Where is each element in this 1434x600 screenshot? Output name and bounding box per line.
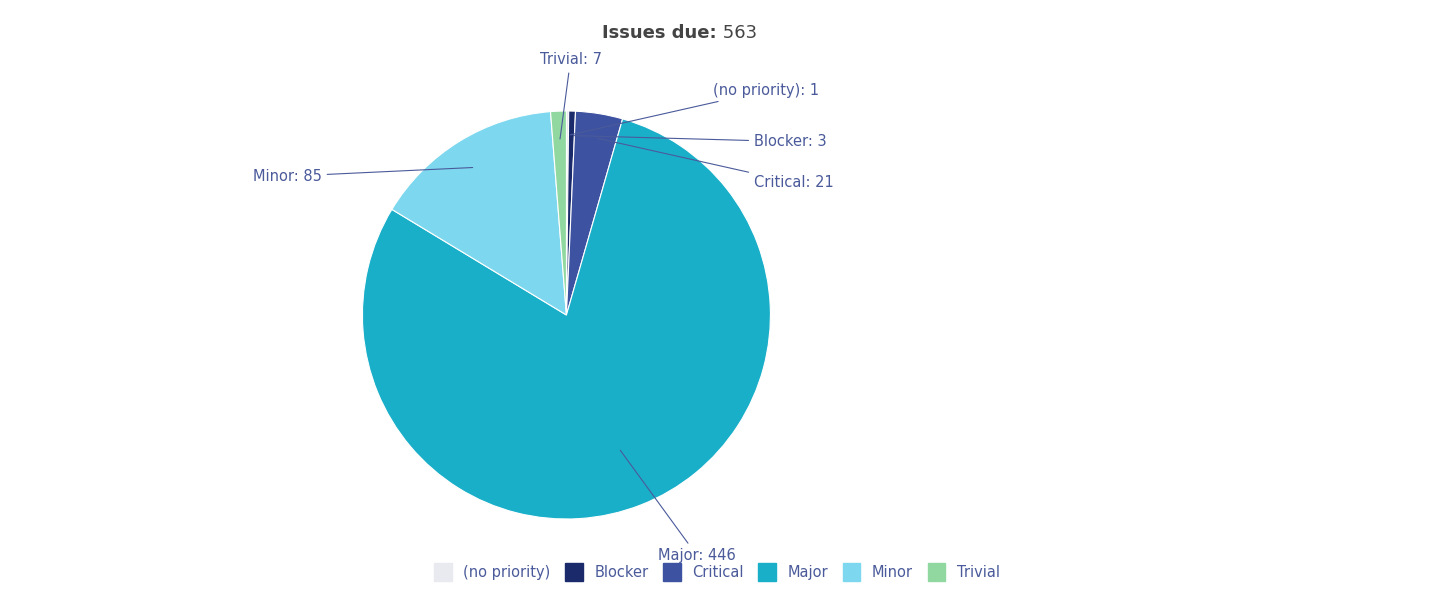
Text: Minor: 85: Minor: 85 (252, 167, 473, 184)
Text: Major: 446: Major: 446 (621, 450, 736, 563)
Wedge shape (566, 111, 575, 315)
Wedge shape (363, 119, 770, 519)
Wedge shape (566, 111, 622, 315)
Text: Blocker: 3: Blocker: 3 (574, 134, 827, 149)
Text: Critical: 21: Critical: 21 (598, 139, 833, 190)
Wedge shape (391, 112, 566, 315)
Text: Issues due:: Issues due: (602, 24, 717, 42)
Text: 563: 563 (717, 24, 757, 42)
Wedge shape (566, 111, 569, 315)
Text: (no priority): 1: (no priority): 1 (571, 83, 819, 135)
Wedge shape (551, 111, 566, 315)
Text: Trivial: 7: Trivial: 7 (539, 52, 601, 139)
Legend: (no priority), Blocker, Critical, Major, Minor, Trivial: (no priority), Blocker, Critical, Major,… (429, 557, 1005, 587)
